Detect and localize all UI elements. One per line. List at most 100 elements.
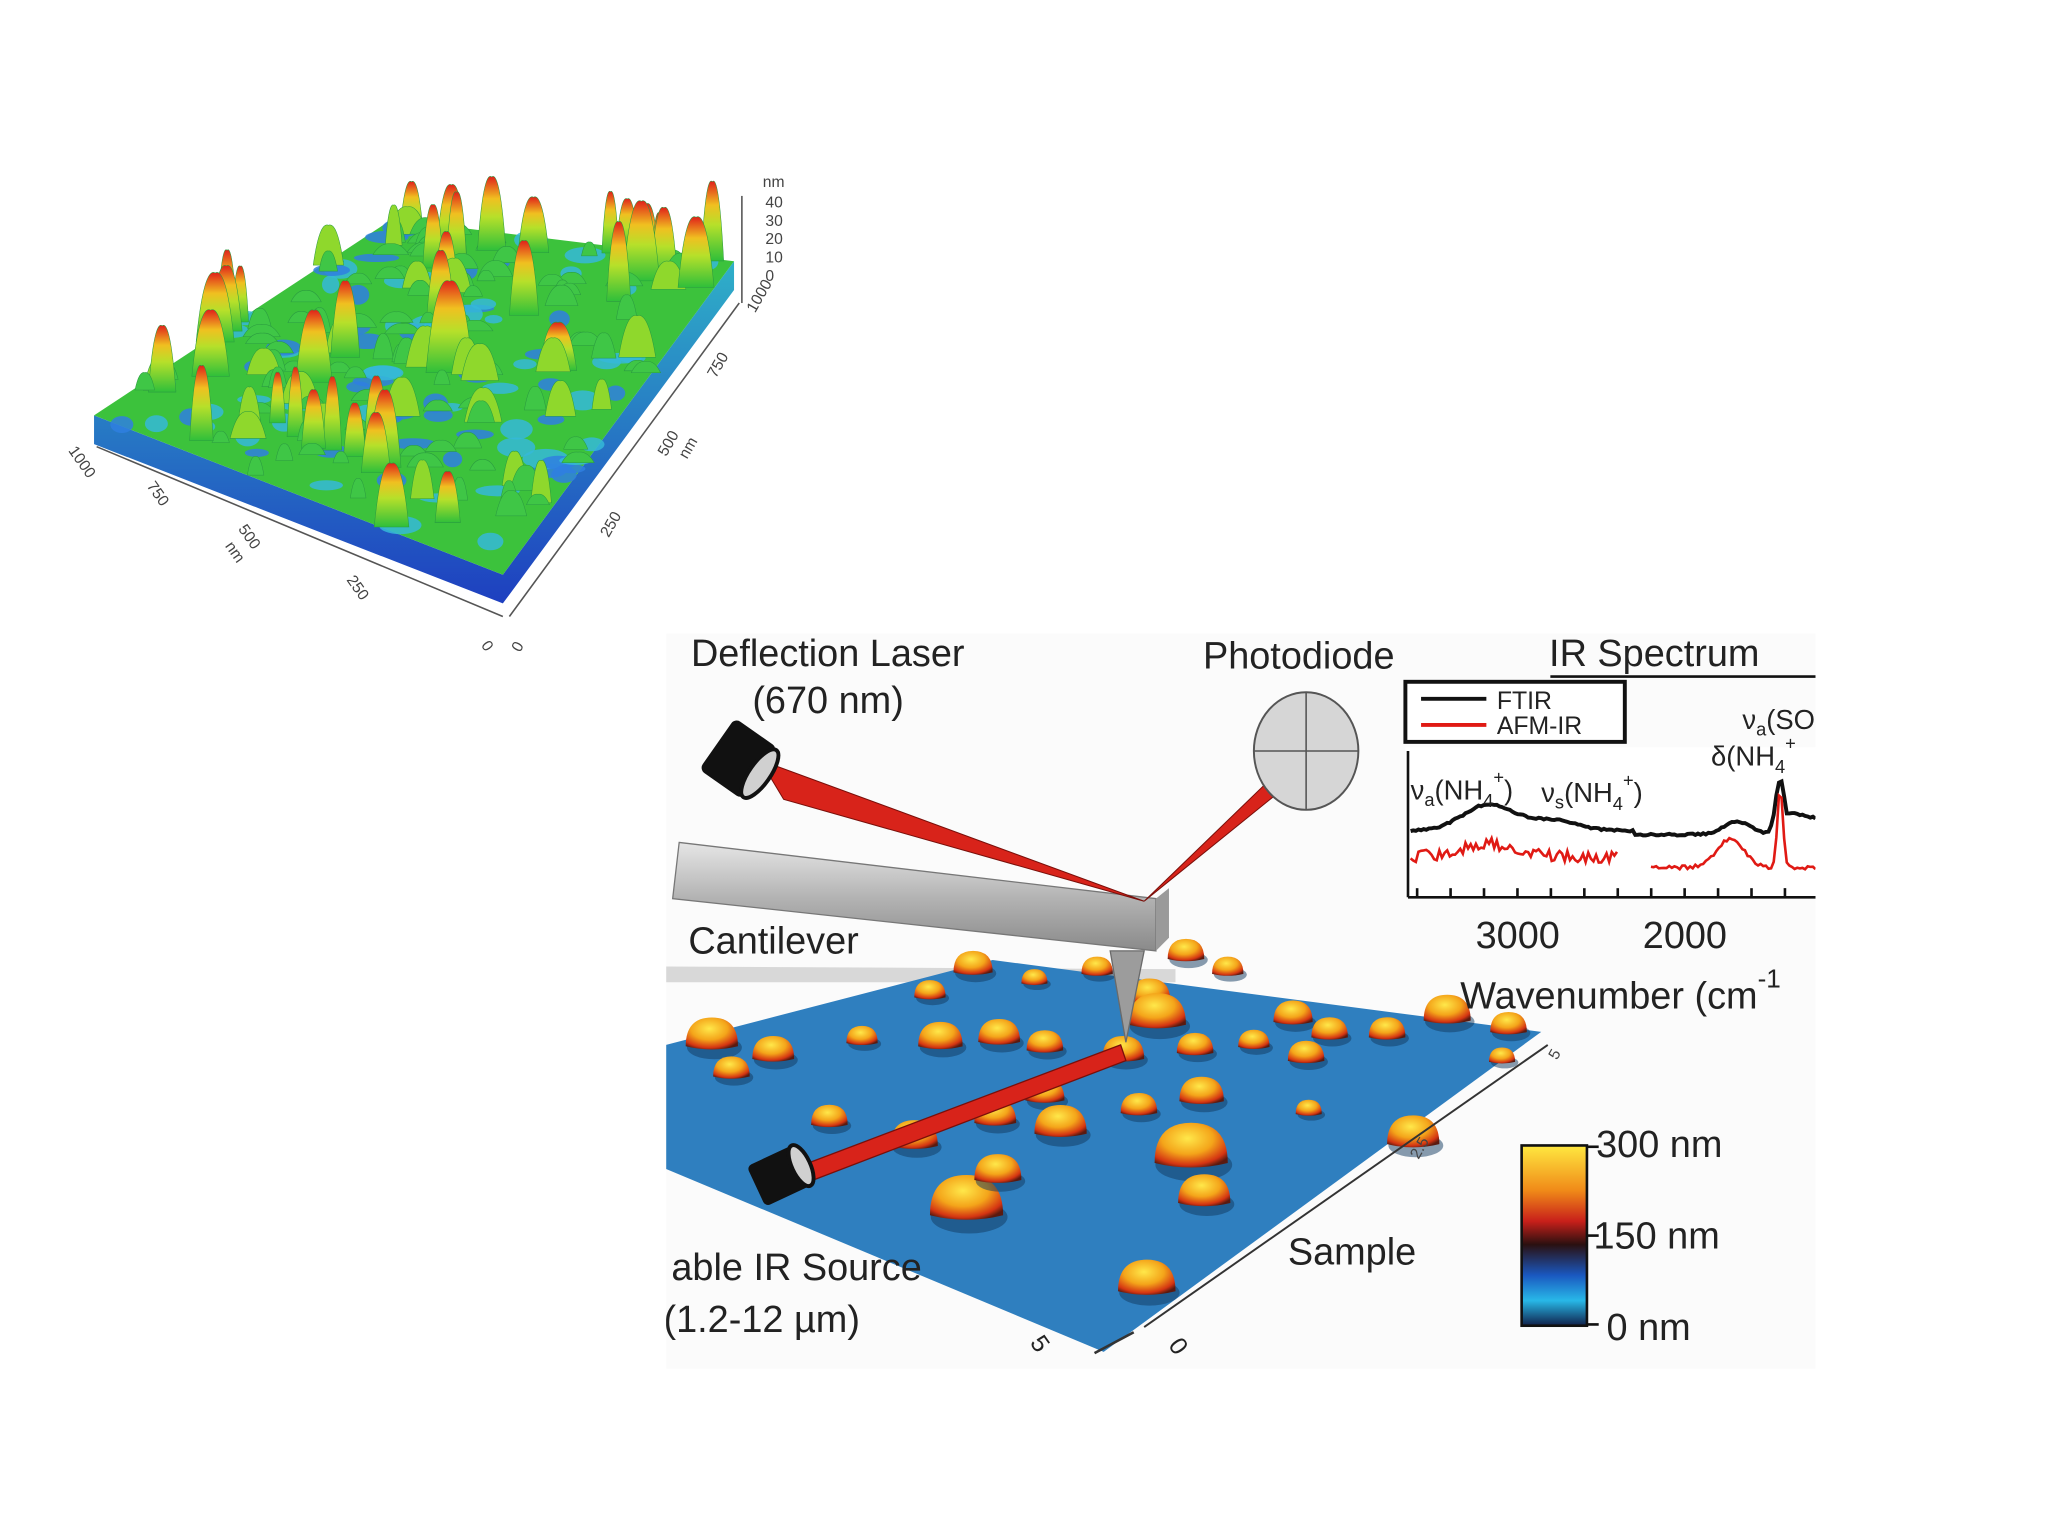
surface-valley <box>497 437 536 458</box>
z-tick-label: 10 <box>765 250 783 267</box>
particle <box>1167 938 1205 962</box>
label: (670 nm) <box>752 680 904 722</box>
surface-peak <box>245 332 280 344</box>
particle <box>974 1154 1022 1183</box>
surface-peak <box>677 216 715 288</box>
surface-peak <box>247 307 272 330</box>
x-tick-label: 750 <box>143 478 172 509</box>
colorbar-label: 0 nm <box>1607 1307 1691 1349</box>
surface-peak <box>452 432 483 449</box>
colorbar-label: 300 nm <box>1596 1124 1722 1166</box>
z-tick-label: 30 <box>765 213 783 230</box>
surface-peak <box>561 451 595 463</box>
surface-peak <box>460 343 500 381</box>
laser-beam <box>758 759 1145 902</box>
z-tick-label: 0 <box>765 268 774 285</box>
surface-peak <box>290 290 322 303</box>
surface-valley <box>362 365 404 381</box>
surface-peak <box>535 337 571 372</box>
particle <box>1273 1000 1313 1025</box>
afm-ir-trace <box>1650 792 1816 872</box>
legend-entry: AFM-IR <box>1497 713 1582 740</box>
surface-peak <box>526 493 550 506</box>
particle <box>1021 969 1048 986</box>
surface-peak <box>466 400 495 423</box>
particle <box>1490 1011 1527 1035</box>
particle <box>1120 1092 1158 1116</box>
surface-valley <box>309 480 343 491</box>
surface-valley <box>144 415 168 433</box>
x-tick-label: 0 <box>477 638 496 655</box>
y-tick-label: 0 <box>509 639 528 655</box>
surface-peak <box>406 452 444 468</box>
surface-peak <box>344 272 373 285</box>
surface-peak <box>269 371 286 424</box>
ir-source <box>748 1143 816 1205</box>
surface-peak <box>350 478 367 499</box>
afm-ir-trace <box>1409 834 1619 867</box>
surface-peak <box>246 347 282 375</box>
topography-plot <box>94 176 735 604</box>
spectrum-title: IR Spectrum <box>1549 633 1759 675</box>
surface-peak <box>615 294 638 320</box>
surface-peak <box>189 365 214 442</box>
label: able IR Source <box>671 1247 921 1289</box>
surface-peak <box>211 430 230 443</box>
particle <box>1423 994 1471 1024</box>
surface-valley <box>605 385 626 401</box>
surface-valley <box>513 359 537 370</box>
label: Photodiode <box>1203 636 1395 678</box>
surface-peak <box>332 451 350 464</box>
surface-valley <box>244 448 269 457</box>
particle <box>811 1104 848 1128</box>
particle <box>1368 1017 1406 1040</box>
surface-peak <box>134 372 155 391</box>
surface-peak <box>312 224 344 266</box>
surface-peak <box>343 366 367 379</box>
annotation: νs(NH4+) <box>1541 769 1643 814</box>
surface-peak <box>410 459 435 499</box>
particle <box>918 1021 963 1050</box>
surface-valley <box>442 451 463 468</box>
afm-ir-schematic: Deflection Laser (670 nm) Photodiode IR … <box>666 633 1816 1369</box>
spectrum-tick-label: 2000 <box>1643 915 1727 957</box>
surface-peak <box>148 325 177 393</box>
surface-valley <box>423 408 453 422</box>
surface-valley <box>110 416 134 434</box>
surface-peak <box>379 311 414 323</box>
x-axis <box>96 445 504 618</box>
particle <box>1176 1032 1214 1056</box>
surface-peak <box>606 221 632 302</box>
surface-peak <box>563 436 589 450</box>
annotation: νa(SO <box>1742 704 1815 740</box>
particle <box>914 980 946 1000</box>
surface-peak <box>424 439 457 452</box>
particle <box>1178 1174 1231 1207</box>
surface-peak <box>247 456 265 476</box>
surface-peak <box>301 389 326 449</box>
surface-peak <box>462 285 483 297</box>
surface-peak <box>322 376 343 451</box>
particle <box>1488 1047 1516 1064</box>
surface-valley <box>353 253 400 263</box>
surface-peak <box>374 266 405 279</box>
surface-valley <box>322 275 340 294</box>
surface-peak <box>509 240 540 316</box>
particle <box>1081 956 1113 976</box>
particle <box>1238 1029 1270 1049</box>
particle <box>953 950 993 975</box>
particle <box>978 1019 1021 1045</box>
surface-peak <box>544 284 579 306</box>
particle <box>1179 1076 1224 1104</box>
colorbar <box>1520 1144 1589 1328</box>
surface-peak <box>385 204 403 246</box>
y-tick-label: 250 <box>597 509 625 540</box>
colorbar-label: 150 nm <box>1593 1216 1719 1258</box>
surface-peak <box>275 443 294 461</box>
surface-peak <box>242 324 281 337</box>
annotation: νa(NH4+) <box>1411 767 1514 812</box>
surface-peak <box>581 241 598 257</box>
surface-peak <box>618 315 657 358</box>
surface-peak <box>591 332 617 359</box>
